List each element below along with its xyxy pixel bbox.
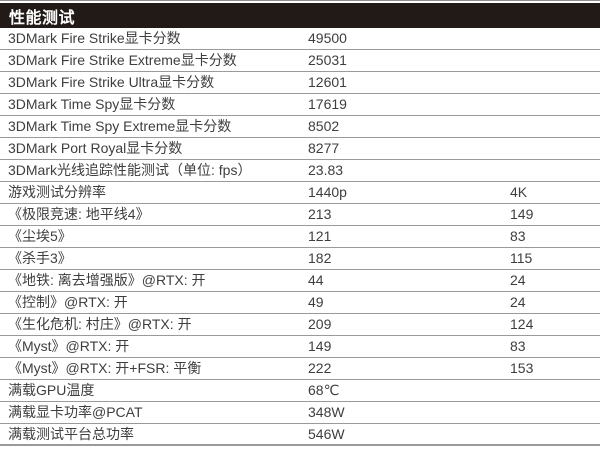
row-label: 3DMark Time Spy显卡分数 xyxy=(8,96,176,112)
row-label: 《生化危机: 村庄》@RTX: 开 xyxy=(8,316,192,332)
row-label: 《极限竞速: 地平线4》 xyxy=(8,206,150,222)
row-label: 3DMark Fire Strike Ultra显卡分数 xyxy=(8,74,215,90)
table-row: 满载显卡功率@PCAT 348W xyxy=(0,402,600,424)
table-row: 满载GPU温度 68℃ xyxy=(0,380,600,402)
row-label: 3DMark光线追踪性能测试（单位: fps） xyxy=(8,162,252,178)
row-value-primary: 149 xyxy=(308,338,332,354)
row-value-primary: 49500 xyxy=(308,30,347,46)
row-value-primary: 209 xyxy=(308,316,332,332)
row-value-primary: 182 xyxy=(308,250,332,266)
row-label: 满载显卡功率@PCAT xyxy=(8,404,143,420)
row-label: 《Myst》@RTX: 开+FSR: 平衡 xyxy=(8,360,202,376)
row-value-primary: 348W xyxy=(308,404,345,420)
table-row: 3DMark光线追踪性能测试（单位: fps） 23.83 xyxy=(0,160,600,182)
table-title: 性能测试 xyxy=(9,9,76,27)
table-rows: 3DMark Fire Strike显卡分数 49500 3DMark Fire S… xyxy=(0,28,600,446)
table-row: 《生化危机: 村庄》@RTX: 开 209 124 xyxy=(0,314,600,336)
row-value-secondary: 24 xyxy=(510,272,526,288)
row-value-primary: 1440p xyxy=(308,184,347,200)
row-value-primary: 121 xyxy=(308,228,332,244)
row-value-secondary: 4K xyxy=(510,184,528,200)
table-row: 3DMark Fire Strike Ultra显卡分数 12601 xyxy=(0,72,600,94)
row-label: 满载GPU温度 xyxy=(8,382,95,398)
table-row: 3DMark Port Royal显卡分数 8277 xyxy=(0,138,600,160)
table-row: 游戏测试分辨率 1440p 4K xyxy=(0,182,600,204)
row-value-secondary: 124 xyxy=(510,316,534,332)
table-row: 《极限竞速: 地平线4》 213 149 xyxy=(0,204,600,226)
row-value-primary: 68℃ xyxy=(308,382,340,398)
table-row: 《杀手3》 182 115 xyxy=(0,248,600,270)
row-value-primary: 213 xyxy=(308,206,332,222)
row-value-primary: 49 xyxy=(308,294,324,310)
row-label: 《尘埃5》 xyxy=(8,228,72,244)
row-value-primary: 12601 xyxy=(308,74,347,90)
table-row: 满载测试平台总功率 546W xyxy=(0,424,600,446)
top-divider xyxy=(0,0,600,1)
row-value-secondary: 115 xyxy=(510,250,533,266)
row-value-primary: 8277 xyxy=(308,140,340,156)
row-value-secondary: 153 xyxy=(510,360,534,376)
row-label: 《地铁: 离去增强版》@RTX: 开 xyxy=(8,272,206,288)
row-label: 3DMark Fire Strike显卡分数 xyxy=(8,30,181,46)
table-row: 3DMark Fire Strike Extreme显卡分数 25031 xyxy=(0,50,600,72)
row-label: 《Myst》@RTX: 开 xyxy=(8,338,130,354)
row-value-primary: 23.83 xyxy=(308,162,344,178)
row-label: 《杀手3》 xyxy=(8,250,72,266)
row-label: 3DMark Fire Strike Extreme显卡分数 xyxy=(8,52,237,68)
row-value-primary: 546W xyxy=(308,425,345,442)
row-value-primary: 222 xyxy=(308,360,332,376)
row-label: 满载测试平台总功率 xyxy=(8,425,134,442)
row-label: 《控制》@RTX: 开 xyxy=(8,294,128,310)
table-row: 3DMark Time Spy显卡分数 17619 xyxy=(0,94,600,116)
table-row: 《Myst》@RTX: 开 149 83 xyxy=(0,336,600,358)
row-value-secondary: 83 xyxy=(510,338,526,354)
row-value-primary: 17619 xyxy=(308,96,347,112)
row-label: 游戏测试分辨率 xyxy=(8,184,106,200)
row-label: 3DMark Time Spy Extreme显卡分数 xyxy=(8,118,232,134)
row-value-secondary: 149 xyxy=(510,206,534,222)
row-value-secondary: 83 xyxy=(510,228,526,244)
table-row: 3DMark Time Spy Extreme显卡分数 8502 xyxy=(0,116,600,138)
table-row: 《Myst》@RTX: 开+FSR: 平衡 222 153 xyxy=(0,358,600,380)
table-row: 《控制》@RTX: 开 49 24 xyxy=(0,292,600,314)
row-value-primary: 25031 xyxy=(308,52,347,68)
row-value-primary: 44 xyxy=(308,272,324,288)
row-label: 3DMark Port Royal显卡分数 xyxy=(8,140,183,156)
row-value-secondary: 24 xyxy=(510,294,526,310)
table-row: 《尘埃5》 121 83 xyxy=(0,226,600,248)
row-value-primary: 8502 xyxy=(308,118,340,134)
table-header-bar: 性能测试 xyxy=(0,3,600,28)
table-row: 3DMark Fire Strike显卡分数 49500 xyxy=(0,28,600,50)
table-row: 《地铁: 离去增强版》@RTX: 开 44 24 xyxy=(0,270,600,292)
